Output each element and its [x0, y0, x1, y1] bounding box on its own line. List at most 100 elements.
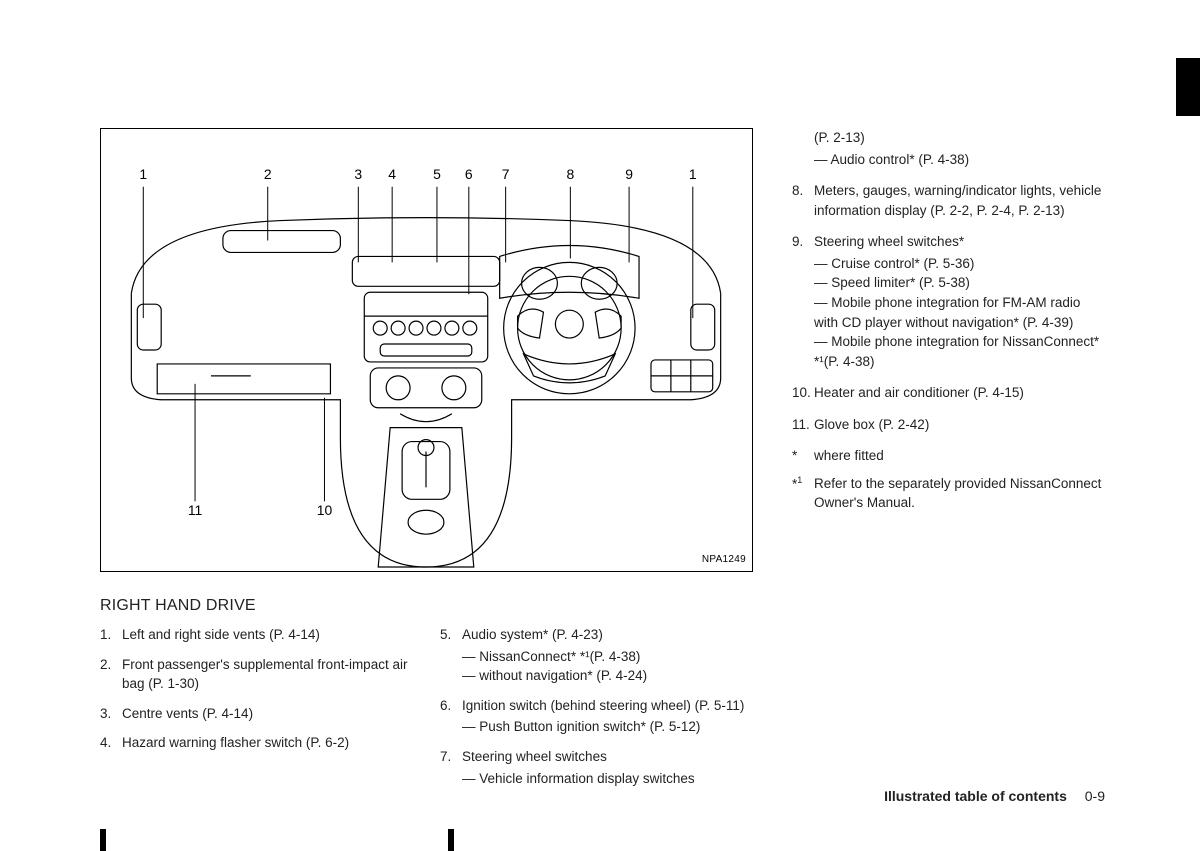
svg-text:6: 6	[465, 166, 473, 182]
list-right: 8.Meters, gauges, warning/indicator ligh…	[792, 181, 1105, 434]
item-text: Left and right side vents (P. 4-14)	[122, 625, 420, 645]
list-item: 6.Ignition switch (behind steering wheel…	[440, 696, 760, 737]
list-item: 3.Centre vents (P. 4-14)	[100, 704, 420, 724]
item-sublist: Audio control* (P. 4-38)	[814, 150, 1105, 170]
col-mid: 5.Audio system* (P. 4-23)NissanConnect* …	[440, 625, 760, 798]
list-right-pre: (P. 2-13)Audio control* (P. 4-38)	[792, 128, 1105, 169]
sub-item: Audio control* (P. 4-38)	[814, 150, 1105, 170]
item-main: Meters, gauges, warning/indicator lights…	[814, 181, 1105, 220]
notes-list: *where fitted*1Refer to the separately p…	[792, 446, 1105, 513]
item-number: 3.	[100, 704, 122, 724]
item-main: Left and right side vents (P. 4-14)	[122, 625, 420, 645]
item-number: 7.	[440, 747, 462, 788]
item-main: Glove box (P. 2-42)	[814, 415, 1105, 435]
section-title: RIGHT HAND DRIVE	[100, 594, 760, 617]
item-number: 11.	[792, 415, 814, 435]
item-text: Ignition switch (behind steering wheel) …	[462, 696, 760, 737]
item-number: 2.	[100, 655, 122, 694]
svg-text:8: 8	[566, 166, 574, 182]
page-footer: Illustrated table of contents 0-9	[884, 786, 1105, 806]
list-item: 5.Audio system* (P. 4-23)NissanConnect* …	[440, 625, 760, 686]
item-text: Heater and air conditioner (P. 4-15)	[814, 383, 1105, 403]
item-number	[792, 128, 814, 169]
list-mid: 5.Audio system* (P. 4-23)NissanConnect* …	[440, 625, 760, 788]
item-sublist: Vehicle information display switches	[462, 769, 760, 789]
list-item: 11.Glove box (P. 2-42)	[792, 415, 1105, 435]
lower-columns: 1.Left and right side vents (P. 4-14)2.F…	[100, 625, 760, 798]
item-text: Audio system* (P. 4-23)NissanConnect* *¹…	[462, 625, 760, 686]
svg-text:3: 3	[354, 166, 362, 182]
page-content: 1 2 3 4 5 6 7 8 9 1 11 10 NPA1249 RIGHT HAND DRIVE…	[0, 0, 1200, 798]
dashboard-svg: 1 2 3 4 5 6 7 8 9 1 11 10	[101, 129, 752, 571]
item-main: Audio system* (P. 4-23)	[462, 625, 760, 645]
list-item: 7.Steering wheel switchesVehicle informa…	[440, 747, 760, 788]
item-text: Steering wheel switches*Cruise control* …	[814, 232, 1105, 371]
item-main: (P. 2-13)	[814, 128, 1105, 148]
item-text: Front passenger's supplemental front-imp…	[122, 655, 420, 694]
item-text: (P. 2-13)Audio control* (P. 4-38)	[814, 128, 1105, 169]
item-text: Steering wheel switchesVehicle informati…	[462, 747, 760, 788]
side-tab	[1176, 58, 1200, 116]
item-text: Hazard warning flasher switch (P. 6-2)	[122, 733, 420, 753]
footer-section: Illustrated table of contents	[884, 788, 1067, 804]
figure-code: NPA1249	[702, 553, 746, 568]
item-main: Ignition switch (behind steering wheel) …	[462, 696, 760, 716]
item-main: Steering wheel switches*	[814, 232, 1105, 252]
item-main: Steering wheel switches	[462, 747, 760, 767]
sub-item: Vehicle information display switches	[462, 769, 760, 789]
svg-text:9: 9	[625, 166, 633, 182]
item-number: 1.	[100, 625, 122, 645]
item-main: Hazard warning flasher switch (P. 6-2)	[122, 733, 420, 753]
item-number: 6.	[440, 696, 462, 737]
item-text: Centre vents (P. 4-14)	[122, 704, 420, 724]
sub-item: Push Button ignition switch* (P. 5-12)	[462, 717, 760, 737]
sub-item: Mobile phone integration for FM-AM radio…	[814, 293, 1105, 332]
sub-item: Cruise control* (P. 5-36)	[814, 254, 1105, 274]
item-number: 8.	[792, 181, 814, 220]
svg-text:1: 1	[689, 166, 697, 182]
sub-item: Speed limiter* (P. 5-38)	[814, 273, 1105, 293]
svg-text:2: 2	[264, 166, 272, 182]
list-item: 9.Steering wheel switches*Cruise control…	[792, 232, 1105, 371]
item-text: Glove box (P. 2-42)	[814, 415, 1105, 435]
item-main: Heater and air conditioner (P. 4-15)	[814, 383, 1105, 403]
note-item: *1Refer to the separately provided Nissa…	[792, 474, 1105, 513]
list-item: 2.Front passenger's supplemental front-i…	[100, 655, 420, 694]
note-item: *where fitted	[792, 446, 1105, 466]
list-item: 4.Hazard warning flasher switch (P. 6-2)	[100, 733, 420, 753]
crop-marks	[0, 829, 1200, 851]
right-area: (P. 2-13)Audio control* (P. 4-38) 8.Mete…	[792, 128, 1105, 798]
note-text: Refer to the separately provided NissanC…	[814, 474, 1105, 513]
dashboard-figure: 1 2 3 4 5 6 7 8 9 1 11 10 NPA1249	[100, 128, 753, 572]
item-number: 10.	[792, 383, 814, 403]
list-left: 1.Left and right side vents (P. 4-14)2.F…	[100, 625, 420, 753]
svg-text:4: 4	[388, 166, 396, 182]
footer-page: 0-9	[1085, 788, 1105, 804]
item-number: 9.	[792, 232, 814, 371]
svg-text:10: 10	[317, 502, 333, 518]
item-number: 5.	[440, 625, 462, 686]
svg-text:5: 5	[433, 166, 441, 182]
svg-text:1: 1	[139, 166, 147, 182]
item-number: 4.	[100, 733, 122, 753]
left-area: 1 2 3 4 5 6 7 8 9 1 11 10 NPA1249 RIGHT HAND DRIVE…	[100, 128, 760, 798]
item-main: Front passenger's supplemental front-imp…	[122, 655, 420, 694]
item-sublist: Cruise control* (P. 5-36)Speed limiter* …	[814, 254, 1105, 371]
list-item: 10.Heater and air conditioner (P. 4-15)	[792, 383, 1105, 403]
sub-item: without navigation* (P. 4-24)	[462, 666, 760, 686]
item-sublist: Push Button ignition switch* (P. 5-12)	[462, 717, 760, 737]
tick-mark	[100, 829, 106, 851]
list-item: 8.Meters, gauges, warning/indicator ligh…	[792, 181, 1105, 220]
list-item: 1.Left and right side vents (P. 4-14)	[100, 625, 420, 645]
item-text: Meters, gauges, warning/indicator lights…	[814, 181, 1105, 220]
note-text: where fitted	[814, 446, 884, 466]
col-left: 1.Left and right side vents (P. 4-14)2.F…	[100, 625, 420, 798]
sub-item: NissanConnect* *¹(P. 4-38)	[462, 647, 760, 667]
note-marker: *1	[792, 474, 814, 513]
svg-text:7: 7	[502, 166, 510, 182]
note-marker: *	[792, 446, 814, 466]
tick-mark	[448, 829, 454, 851]
svg-text:11: 11	[188, 502, 203, 518]
item-main: Centre vents (P. 4-14)	[122, 704, 420, 724]
item-sublist: NissanConnect* *¹(P. 4-38)without naviga…	[462, 647, 760, 686]
